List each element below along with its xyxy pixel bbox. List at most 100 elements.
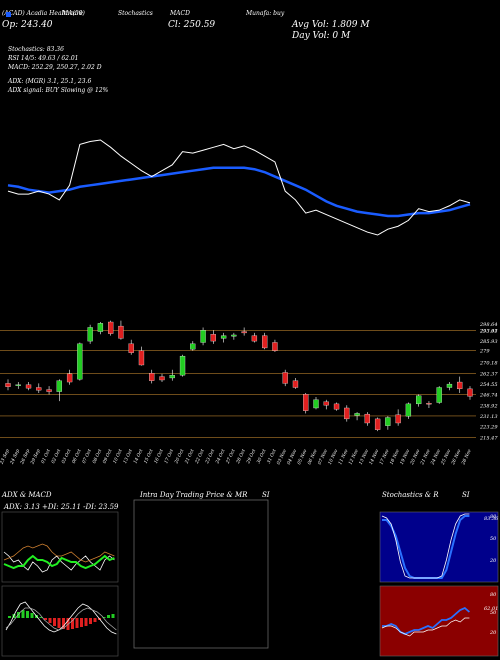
candle-body	[282, 372, 288, 384]
date-tick: 02 Oct	[50, 448, 62, 464]
date-tick: 06 Oct	[71, 448, 83, 464]
intraday-si: SI	[262, 491, 270, 499]
macd-histogram	[5, 601, 117, 635]
date-tick: 07 Oct	[81, 448, 93, 464]
rsi-line: RSI 14/5: 49.63 / 62.01	[8, 55, 79, 62]
macd-bar	[30, 613, 34, 618]
price-tick: 215.47	[479, 435, 498, 441]
rsi-line	[382, 606, 470, 635]
candle-body	[354, 413, 360, 416]
macd-bar	[62, 618, 65, 629]
macd-signal-line	[5, 607, 117, 631]
macd-bar	[44, 618, 47, 620]
candle-body	[457, 381, 463, 390]
date-tick: 13 Oct	[122, 448, 134, 464]
price-tick: 293.93	[479, 328, 498, 334]
adx-line: ADX: (MGR) 3.1, 25.1, 23.6	[8, 78, 92, 85]
adx-minus-di-line	[3, 543, 115, 563]
stoch-si: SI	[462, 491, 470, 499]
date-tick: 17 Oct	[163, 448, 175, 464]
candle-body	[467, 388, 473, 397]
candle-body	[87, 327, 93, 342]
tab-ma[interactable]: MA(50)	[62, 10, 85, 17]
candle-body	[77, 343, 83, 380]
rsi-tick: 80	[490, 592, 497, 598]
intraday-panel	[133, 499, 269, 649]
candle-body	[241, 331, 247, 334]
macd-bar	[57, 618, 61, 628]
macd-bar	[80, 618, 83, 627]
candle-body	[5, 383, 11, 387]
candle-body	[426, 403, 432, 405]
adx-signal: ADX signal: BUY Slowing @ 12%	[8, 87, 109, 94]
price-tick: 293.61	[479, 329, 498, 335]
tab-stochastics[interactable]: Stochastics	[118, 10, 153, 17]
macd-bar	[53, 618, 56, 626]
macd-bar	[89, 618, 92, 624]
macd-bar	[107, 615, 110, 618]
macd-bar	[84, 618, 88, 626]
stoch-tick: 50	[490, 536, 497, 542]
candle-body	[179, 355, 186, 376]
stoch-k-line	[381, 513, 470, 579]
day-vol: Day Vol: 0 M	[292, 31, 351, 41]
price-tick: 246.74	[479, 393, 498, 399]
macd-bar	[48, 618, 52, 623]
stoch-title: Stochastics & R	[382, 491, 439, 499]
price-tick: 285.93	[479, 339, 498, 345]
macd-bar	[102, 617, 106, 618]
candle-body	[303, 394, 309, 411]
candle-body	[333, 403, 340, 410]
candle-body	[25, 384, 32, 389]
tab-macd[interactable]: MACD	[170, 10, 190, 17]
candle-body	[56, 380, 62, 392]
candle-body	[97, 323, 104, 332]
ticker-small: Munafa: buy	[246, 10, 285, 17]
candle-body	[385, 417, 391, 426]
open-label: Op: 243.40	[2, 20, 53, 30]
rsi-tick: 50	[490, 610, 497, 616]
candle-body	[344, 407, 350, 420]
adx-panel	[1, 511, 119, 583]
candles	[5, 320, 473, 432]
date-tick: 10 Oct	[112, 448, 124, 464]
candle-body	[190, 343, 196, 350]
price-tick: 298.64	[479, 322, 498, 328]
macd-bar	[71, 618, 74, 629]
macd-bar	[8, 616, 11, 618]
macd-bar	[39, 617, 43, 618]
macd-line: MACD: 252.29, 250.27, 2.02 D	[8, 64, 102, 71]
candle-body	[159, 376, 165, 381]
price-tick: 254.55	[479, 382, 498, 388]
macd-bar	[111, 614, 115, 618]
rsi-tick: 20	[489, 630, 497, 636]
ma-line	[7, 166, 471, 218]
candle-body	[169, 375, 175, 379]
candle-body	[220, 335, 227, 339]
candle-body	[200, 330, 206, 343]
price-tick: 270.18	[479, 361, 498, 367]
candle-body	[374, 418, 381, 430]
close-label: Cl: 250.59	[168, 20, 216, 30]
candle-body	[313, 399, 319, 409]
stoch-panel	[379, 511, 499, 583]
candle-body	[66, 373, 73, 383]
date-tick: 01 Oct	[40, 448, 52, 464]
rsi-value: 62.01	[484, 606, 498, 612]
price-tick: 223.29	[479, 425, 498, 431]
rsi-panel	[379, 585, 499, 657]
candle-body	[108, 321, 114, 334]
price-line	[7, 139, 471, 236]
candle-body	[364, 413, 370, 424]
adx-lines	[3, 543, 115, 573]
adx-values: ADX: 3.13 +DI: 25.11 -DI: 23.59	[4, 503, 119, 511]
price-tick: 279	[479, 349, 490, 355]
candle-body	[128, 343, 134, 353]
candle-body	[292, 380, 299, 388]
macd-line	[5, 601, 117, 635]
date-tick: 08 Oct	[91, 448, 103, 464]
macd-bar	[75, 618, 79, 628]
stoch-tick: 20	[489, 558, 497, 564]
